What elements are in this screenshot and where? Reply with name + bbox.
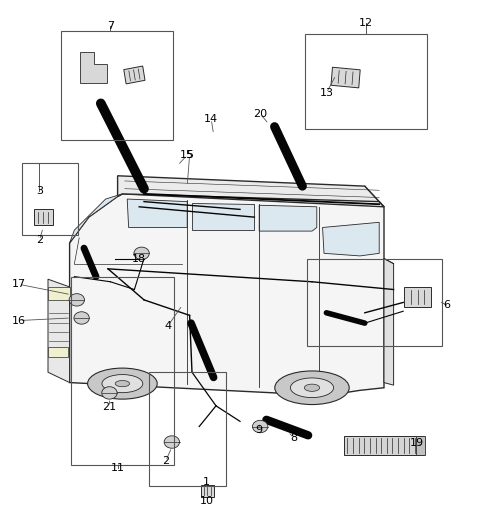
Polygon shape: [404, 287, 431, 307]
Ellipse shape: [102, 374, 143, 393]
Polygon shape: [384, 258, 394, 385]
Text: 14: 14: [204, 114, 218, 124]
Polygon shape: [323, 222, 379, 256]
Polygon shape: [201, 485, 214, 497]
Text: 3: 3: [36, 186, 43, 196]
Bar: [345, 436, 424, 455]
Polygon shape: [70, 194, 384, 396]
Bar: [417, 436, 425, 455]
Text: 9: 9: [256, 425, 263, 435]
Text: 4: 4: [165, 321, 171, 331]
Ellipse shape: [134, 247, 149, 260]
Text: 12: 12: [359, 18, 373, 28]
Polygon shape: [70, 194, 122, 243]
Text: 1: 1: [203, 477, 210, 487]
Ellipse shape: [164, 436, 180, 448]
Bar: [48, 347, 68, 357]
Polygon shape: [259, 205, 317, 231]
Text: 19: 19: [409, 438, 424, 448]
Text: 20: 20: [253, 109, 267, 119]
Text: 21: 21: [102, 402, 117, 412]
Bar: [307, 258, 442, 346]
Text: 11: 11: [110, 463, 125, 473]
Ellipse shape: [69, 294, 84, 306]
Bar: [71, 277, 174, 465]
Text: 8: 8: [290, 433, 297, 443]
Text: 6: 6: [443, 300, 450, 310]
Ellipse shape: [115, 381, 130, 387]
Ellipse shape: [252, 420, 268, 433]
Text: 2: 2: [36, 235, 43, 246]
Polygon shape: [48, 279, 70, 383]
Text: 13: 13: [319, 88, 334, 98]
Bar: [61, 31, 173, 140]
Text: 2: 2: [162, 456, 169, 466]
Ellipse shape: [102, 387, 117, 399]
Bar: [48, 287, 70, 300]
Polygon shape: [118, 176, 384, 207]
Polygon shape: [331, 67, 360, 88]
Text: 17: 17: [12, 279, 26, 290]
Text: 16: 16: [12, 315, 26, 326]
Text: 7: 7: [107, 21, 114, 31]
Ellipse shape: [275, 371, 349, 404]
Text: 5: 5: [186, 150, 193, 160]
Polygon shape: [124, 66, 145, 84]
Bar: [305, 34, 427, 129]
Ellipse shape: [74, 312, 89, 324]
Ellipse shape: [304, 384, 320, 391]
Ellipse shape: [290, 378, 334, 398]
Polygon shape: [34, 209, 53, 225]
Text: 15: 15: [180, 150, 194, 160]
Polygon shape: [81, 52, 107, 83]
Text: 18: 18: [132, 253, 146, 264]
Text: 10: 10: [199, 496, 214, 507]
Ellipse shape: [88, 368, 157, 399]
Bar: [149, 372, 226, 486]
Bar: [22, 163, 78, 235]
Polygon shape: [127, 199, 187, 227]
Polygon shape: [192, 203, 254, 230]
